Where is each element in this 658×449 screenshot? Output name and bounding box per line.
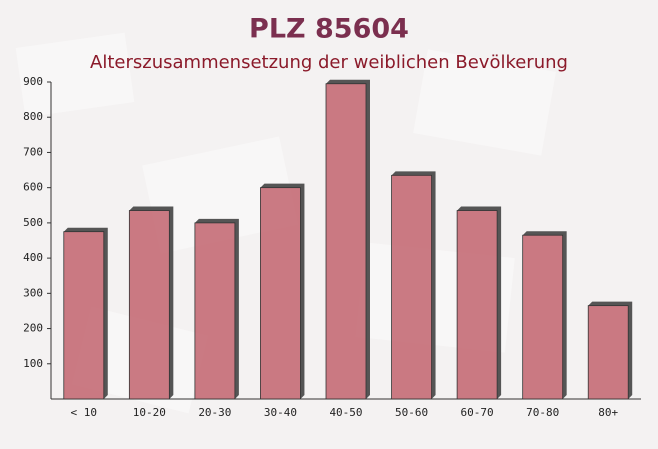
x-tick-label: 40-50 [329,406,362,419]
x-tick-label: 50-60 [395,406,428,419]
x-tick-label: 70-80 [526,406,559,419]
y-tick-label: 700 [23,145,43,158]
x-tick-label: < 10 [71,406,98,419]
y-tick-label: 600 [23,181,43,194]
y-tick-label: 500 [23,216,43,229]
y-tick-label: 200 [23,322,43,335]
chart-title: PLZ 85604 [249,14,409,45]
y-tick-label: 400 [23,251,43,264]
y-tick-label: 900 [23,75,43,88]
bar [391,174,432,400]
bar [587,305,629,400]
y-tick-label: 800 [23,110,43,123]
bar [325,83,367,400]
bar [456,210,498,400]
y-tick-label: 300 [23,286,43,299]
chart-subtitle: Alterszusammensetzung der weiblichen Bev… [90,52,568,73]
x-tick-label: 60-70 [461,406,494,419]
bar [260,187,301,400]
x-tick-label: 10-20 [133,406,166,419]
x-tick-label: 20-30 [198,406,231,419]
bar [194,222,236,400]
bar [63,231,105,400]
bar [522,234,564,400]
bar [128,210,170,400]
y-tick-label: 100 [23,357,43,370]
x-tick-label: 30-40 [264,406,297,419]
x-tick-label: 80+ [598,406,618,419]
